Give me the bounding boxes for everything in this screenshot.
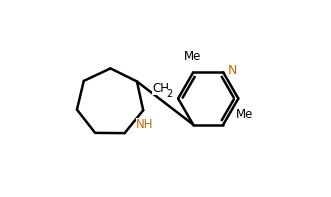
Text: Me: Me <box>235 108 253 121</box>
Text: 2: 2 <box>166 89 172 98</box>
Text: NH: NH <box>136 118 154 131</box>
Text: N: N <box>227 64 237 77</box>
Text: CH: CH <box>152 82 169 95</box>
Text: Me: Me <box>183 50 201 63</box>
